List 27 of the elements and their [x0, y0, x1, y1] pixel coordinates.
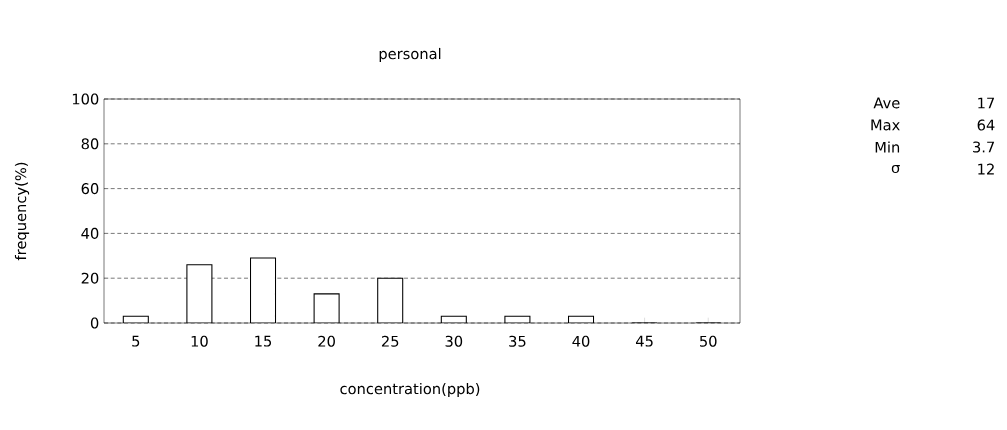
x-tick-label: 30 — [445, 335, 463, 347]
text: 12 — [978, 163, 994, 175]
text: 3.7 — [973, 141, 995, 153]
x-tick-label: 20 — [318, 335, 335, 347]
y-tick-label: 40 — [81, 227, 99, 239]
x-axis-title: concentration(ppb) — [340, 382, 480, 398]
x-tick-label: 45 — [635, 335, 653, 347]
y-axis-title: frequency(%) — [14, 162, 30, 261]
x-tick-label: 10 — [191, 335, 208, 347]
x-tick-label: 50 — [700, 335, 717, 347]
x-tick-label: 40 — [572, 335, 590, 347]
text: 17 — [978, 97, 995, 109]
y-tick-label: 20 — [81, 272, 99, 284]
y-tick-label: 80 — [81, 138, 99, 150]
text: Ave — [873, 97, 900, 109]
text: 64 — [977, 119, 995, 131]
x-tick-label: 35 — [509, 335, 526, 347]
y-tick-label: 60 — [81, 183, 99, 195]
x-tick-label: 15 — [255, 335, 272, 347]
text: σ — [891, 164, 900, 174]
y-tick-label: 0 — [90, 317, 99, 329]
chart-title: personal — [379, 47, 441, 63]
y-tick-label: 100 — [72, 93, 99, 105]
text: Max — [871, 119, 900, 131]
x-tick-label: 5 — [132, 335, 140, 347]
x-tick-label: 25 — [381, 335, 399, 347]
text: Min — [875, 141, 900, 153]
